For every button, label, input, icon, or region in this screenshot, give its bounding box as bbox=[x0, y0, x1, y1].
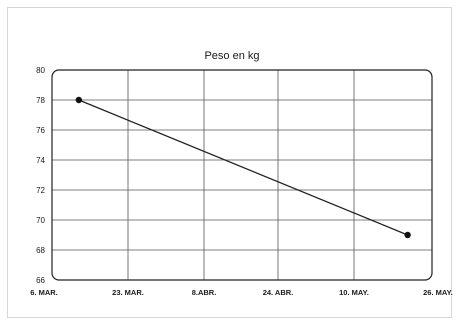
x-tick-label: 26. MAY. bbox=[423, 288, 453, 297]
y-tick-label: 72 bbox=[36, 186, 45, 195]
data-point bbox=[404, 231, 411, 239]
x-tick-label: 10. MAY. bbox=[339, 288, 369, 297]
grid-lines bbox=[52, 70, 432, 280]
y-tick-label: 80 bbox=[36, 66, 45, 75]
x-tick-label: 8.ABR. bbox=[192, 288, 217, 297]
y-tick-label: 74 bbox=[36, 156, 45, 165]
chart-title: Peso en kg bbox=[204, 50, 259, 62]
y-tick-label: 76 bbox=[36, 126, 45, 135]
y-tick-label: 66 bbox=[36, 276, 45, 285]
y-tick-label: 78 bbox=[36, 96, 45, 105]
y-tick-label: 70 bbox=[36, 216, 45, 225]
y-axis-ticks: 66 68 70 72 74 76 78 80 bbox=[36, 66, 45, 285]
x-tick-label: 24. ABR. bbox=[263, 288, 294, 297]
x-axis-ticks: 6. MAR. 23. MAR. 8.ABR. 24. ABR. 10. MAY. 26.… bbox=[30, 288, 453, 297]
x-tick-label: 6. MAR. bbox=[30, 288, 58, 297]
y-tick-label: 68 bbox=[36, 246, 45, 255]
data-point bbox=[75, 96, 83, 104]
plot-area-border bbox=[51, 69, 433, 281]
x-tick-label: 23. MAR. bbox=[112, 288, 144, 297]
series-line bbox=[78, 99, 408, 236]
series-layer bbox=[75, 96, 411, 239]
